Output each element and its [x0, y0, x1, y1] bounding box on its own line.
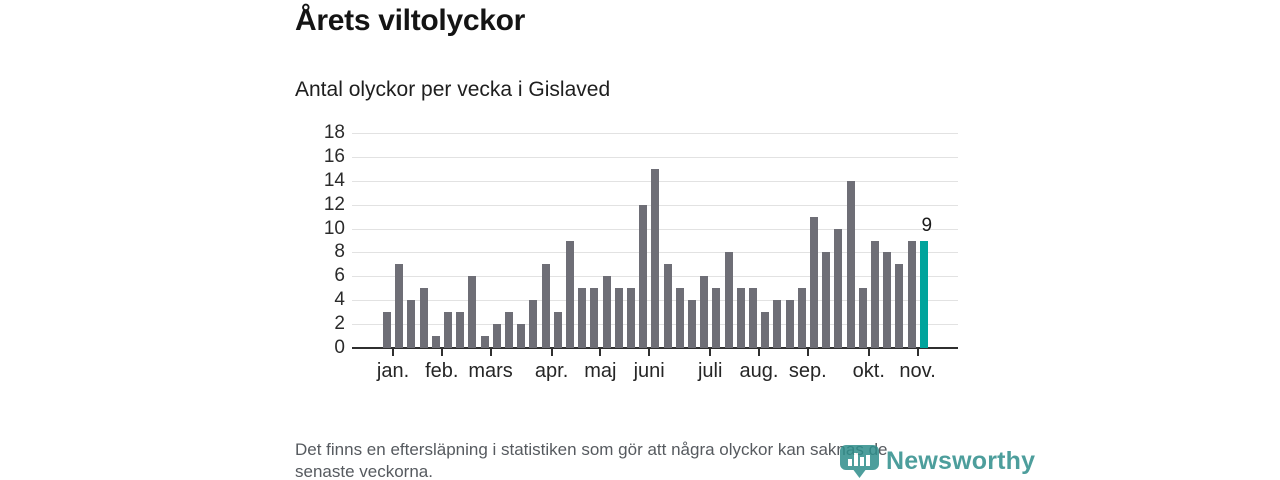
bar-week-9: [480, 336, 489, 348]
bar-week-36: [810, 216, 818, 348]
bar-week-32: [761, 312, 770, 348]
bar-week-1: [383, 312, 391, 348]
x-axis-tick: [867, 349, 870, 356]
x-axis-tick: [392, 349, 394, 356]
x-axis-tick: [709, 349, 712, 356]
bar-week-3: [407, 300, 416, 348]
chart-subtitle: Antal olyckor per vecka i Gislaved: [295, 78, 611, 101]
bar-week-27: [700, 276, 709, 348]
x-axis-tick: [806, 349, 809, 356]
bar-week-33: [773, 300, 782, 348]
bar-week-4: [419, 288, 428, 348]
x-axis-month-label: aug.: [739, 360, 779, 382]
bar-chart: 0 2 4 6 8 10 12 14 16 18 9 jan. feb. mars apr. maj juni j…: [323, 122, 958, 382]
bar-week-14: [541, 264, 550, 348]
x-axis-month-label: feb.: [425, 360, 459, 382]
bar-week-29: [724, 252, 733, 348]
gridline: [352, 133, 958, 134]
bar-week-34: [785, 300, 794, 348]
bar-current-week: [919, 240, 928, 348]
bar-week-37: [822, 252, 831, 348]
x-axis-month-label: mars: [468, 360, 513, 382]
x-axis-month-label: sep.: [788, 360, 827, 382]
x-axis-month-label: apr.: [534, 360, 569, 382]
y-axis-tick-label: 10: [323, 217, 345, 239]
gridline: [352, 156, 958, 158]
x-axis-month-label: maj: [584, 360, 617, 382]
bar-week-30: [736, 288, 745, 348]
footnote: Det finns en eftersläpning i statistiken…: [295, 439, 887, 480]
y-axis-tick-label: 18: [323, 122, 345, 143]
bar-week-5: [431, 336, 440, 348]
y-axis-tick-label: 4: [334, 289, 345, 311]
y-axis-tick-label: 14: [323, 169, 345, 191]
bar-week-31: [749, 288, 757, 348]
bar-week-15: [553, 312, 562, 348]
bar-week-39: [846, 180, 855, 348]
y-axis-tick-label: 8: [334, 241, 345, 263]
y-axis-tick-label: 6: [334, 265, 345, 287]
bar-week-7: [456, 312, 465, 348]
bar-week-13: [529, 300, 538, 348]
bar-week-2: [395, 264, 404, 348]
x-axis-tick: [916, 349, 919, 356]
bar-week-18: [590, 288, 599, 348]
bar-week-22: [639, 204, 648, 348]
x-axis-month-label: jan.: [376, 360, 410, 382]
x-axis-tick: [489, 349, 492, 356]
x-axis-month-label: nov.: [899, 360, 936, 382]
x-axis-tick: [599, 349, 602, 356]
newsworthy-logo: Newsworthy: [839, 444, 1035, 478]
bar-week-23: [651, 168, 660, 348]
bar-week-20: [614, 288, 623, 348]
bar-week-11: [505, 312, 513, 348]
bar-week-41: [871, 240, 879, 348]
bar-week-21: [627, 288, 635, 348]
y-axis-tick-label: 2: [334, 313, 345, 335]
bar-week-38: [834, 228, 843, 348]
bar-week-44: [907, 240, 916, 348]
bar-week-40: [858, 288, 867, 348]
y-axis-tick-label: 16: [323, 145, 345, 167]
footnote-line-2: senaste veckorna.: [295, 462, 433, 480]
newsworthy-logo-text: Newsworthy: [886, 446, 1036, 475]
x-axis-tick: [550, 349, 553, 356]
x-axis-tick: [758, 349, 760, 356]
bar-week-42: [883, 252, 892, 348]
x-axis-tick: [648, 349, 651, 356]
x-axis-month-label: juli: [697, 360, 723, 382]
bar-week-26: [688, 300, 696, 348]
bar-week-43: [895, 264, 904, 348]
bar-week-12: [517, 324, 526, 348]
bar-week-16: [566, 240, 574, 348]
x-axis-tick: [440, 349, 443, 356]
newsworthy-pin-icon: [839, 444, 880, 478]
x-axis-line: [352, 347, 958, 349]
bar-week-35: [797, 288, 806, 348]
bar-week-25: [675, 288, 684, 348]
bar-week-17: [578, 288, 587, 348]
last-value-label: 9: [921, 214, 933, 236]
bar-week-28: [712, 288, 721, 348]
bar-week-19: [602, 276, 611, 348]
y-axis-tick-label: 0: [334, 337, 345, 358]
x-axis-month-label: okt.: [852, 360, 885, 382]
bar-week-6: [444, 312, 452, 348]
bar-week-24: [663, 264, 672, 348]
bar-week-8: [468, 276, 477, 348]
bar-week-10: [492, 324, 501, 348]
footnote-line-1: Det finns en eftersläpning i statistiken…: [295, 440, 888, 459]
x-axis-month-label: juni: [633, 360, 665, 382]
y-axis-tick-label: 12: [323, 193, 345, 215]
page-title: Årets viltolyckor: [295, 4, 525, 37]
